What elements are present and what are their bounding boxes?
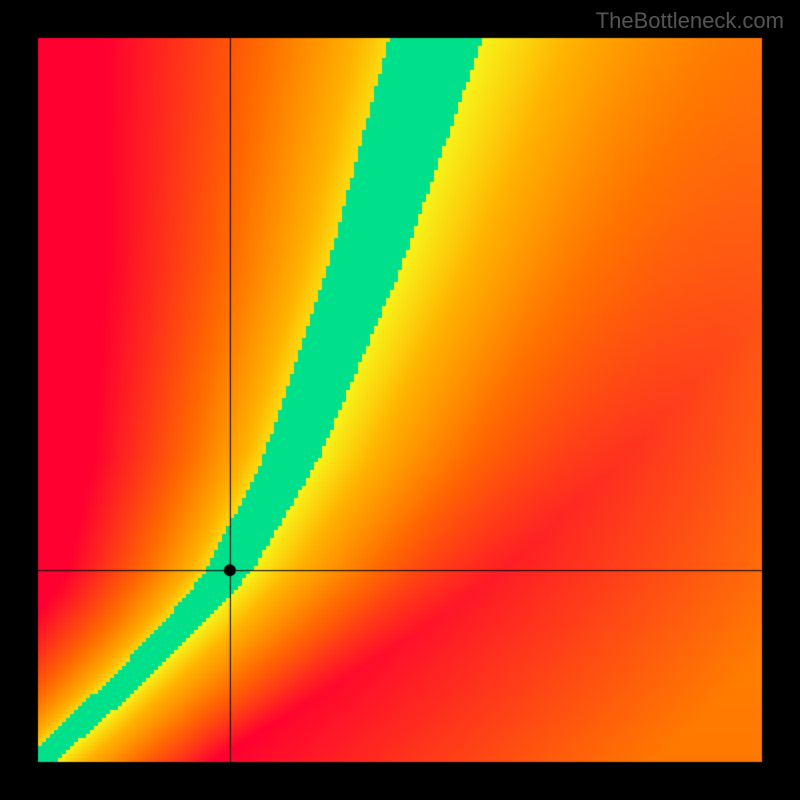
chart-container: TheBottleneck.com bbox=[0, 0, 800, 800]
watermark-text: TheBottleneck.com bbox=[596, 8, 784, 34]
bottleneck-heatmap-canvas bbox=[0, 0, 800, 800]
